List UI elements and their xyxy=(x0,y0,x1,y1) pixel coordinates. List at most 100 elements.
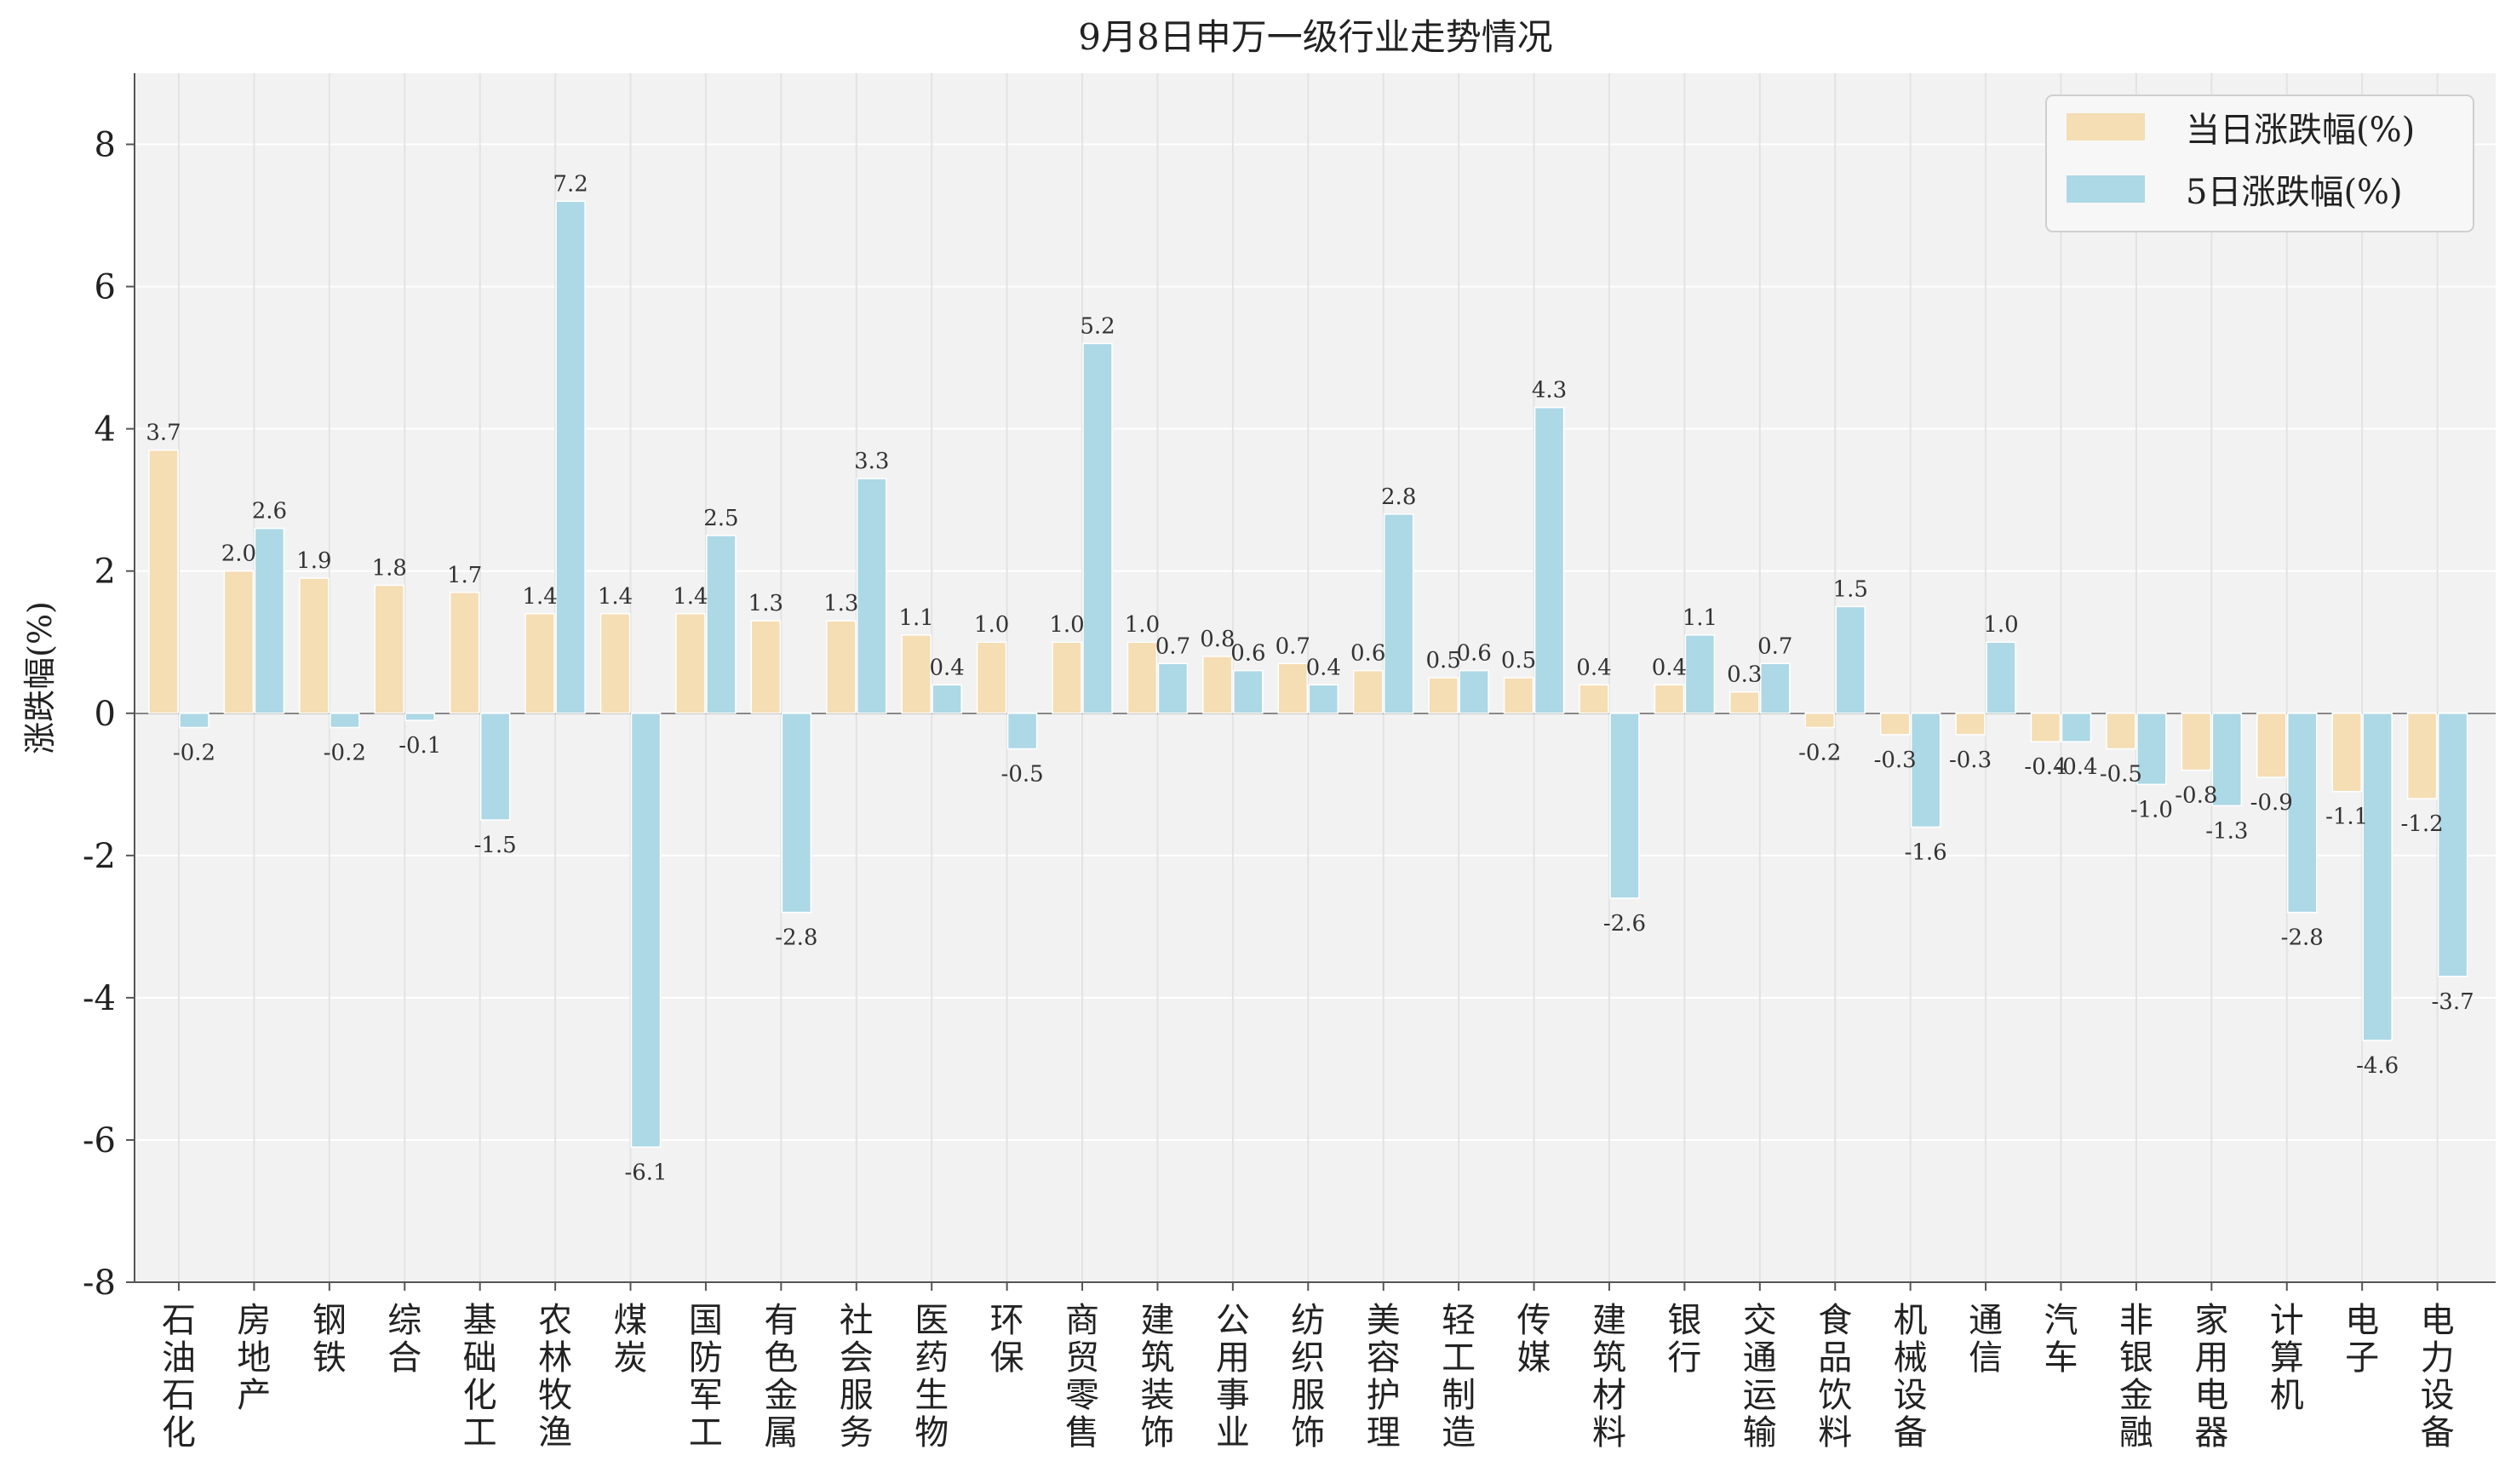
data-label-daily-18: 0.5 xyxy=(1501,648,1536,673)
data-label-5day-24: 1.0 xyxy=(1983,612,2018,638)
y-tick-label: 6 xyxy=(95,268,116,307)
bar-daily-6 xyxy=(599,613,631,714)
data-label-5day-29: -4.6 xyxy=(2356,1053,2399,1079)
bar-5day-9 xyxy=(857,478,887,714)
data-label-daily-28: -0.9 xyxy=(2250,790,2293,816)
data-label-5day-20: 1.1 xyxy=(1683,605,1717,631)
y-tick-label: 4 xyxy=(95,410,116,450)
bar-daily-27 xyxy=(2181,713,2212,771)
category-label-17: 轻工制造 xyxy=(1442,1301,1476,1452)
bar-daily-18 xyxy=(1503,677,1534,714)
data-label-daily-22: -0.2 xyxy=(1798,740,1841,765)
y-tick-label: 8 xyxy=(95,126,116,165)
y-tick-label: 2 xyxy=(95,553,116,592)
category-label-23: 机械设备 xyxy=(1894,1301,1928,1452)
category-label-28: 计算机 xyxy=(2270,1301,2304,1415)
data-label-daily-27: -0.8 xyxy=(2175,783,2217,809)
data-label-daily-16: 0.6 xyxy=(1350,641,1385,667)
bar-daily-11 xyxy=(976,641,1007,714)
bar-daily-9 xyxy=(826,620,857,714)
bar-daily-17 xyxy=(1428,677,1459,714)
bar-5day-15 xyxy=(1308,684,1339,714)
bar-5day-1 xyxy=(254,527,285,714)
legend-label-daily: 当日涨跌幅(%) xyxy=(2186,111,2415,150)
bar-daily-15 xyxy=(1277,662,1309,714)
data-label-5day-12: 5.2 xyxy=(1080,313,1115,339)
data-label-daily-11: 1.0 xyxy=(974,612,1009,638)
category-label-2: 钢铁 xyxy=(312,1301,347,1378)
bars xyxy=(148,200,2468,1149)
category-label-5: 农林牧渔 xyxy=(538,1301,572,1452)
bar-5day-12 xyxy=(1082,342,1113,714)
data-label-5day-30: -3.7 xyxy=(2432,989,2474,1015)
bar-daily-0 xyxy=(148,449,179,714)
bar-5day-5 xyxy=(555,200,586,714)
category-label-8: 有色金属 xyxy=(764,1301,798,1452)
category-label-19: 建筑材料 xyxy=(1592,1301,1626,1452)
category-label-6: 煤炭 xyxy=(614,1301,648,1378)
data-label-daily-5: 1.4 xyxy=(522,584,557,610)
category-label-24: 通信 xyxy=(1969,1301,2003,1378)
category-label-10: 医药生物 xyxy=(914,1301,949,1452)
y-axis-label: 涨跌幅(%) xyxy=(21,601,59,754)
bar-daily-10 xyxy=(901,634,932,714)
data-label-5day-8: -2.8 xyxy=(775,925,817,951)
bar-daily-3 xyxy=(374,584,405,714)
category-label-20: 银行 xyxy=(1667,1301,1701,1378)
category-label-21: 交通运输 xyxy=(1743,1301,1777,1452)
legend-swatch-daily xyxy=(2067,113,2145,140)
data-label-daily-8: 1.3 xyxy=(748,591,783,616)
data-label-daily-2: 1.9 xyxy=(296,548,331,574)
data-label-5day-13: 0.7 xyxy=(1155,633,1190,659)
bar-daily-20 xyxy=(1654,684,1685,714)
bar-5day-2 xyxy=(330,713,360,729)
data-label-5day-19: -2.6 xyxy=(1603,911,1646,937)
bar-5day-28 xyxy=(2286,713,2318,914)
data-label-daily-1: 2.0 xyxy=(221,541,256,567)
category-label-30: 电力设备 xyxy=(2421,1301,2455,1452)
data-label-5day-11: -0.5 xyxy=(1001,762,1044,788)
data-label-daily-3: 1.8 xyxy=(372,555,407,581)
bar-5day-29 xyxy=(2362,713,2393,1041)
legend-label-5day: 5日涨跌幅(%) xyxy=(2186,173,2403,212)
data-label-daily-19: 0.4 xyxy=(1576,655,1611,680)
bar-daily-21 xyxy=(1729,690,1760,714)
y-tick-label: 0 xyxy=(95,695,116,734)
data-label-5day-23: -1.6 xyxy=(1905,839,1947,865)
data-label-5day-28: -2.8 xyxy=(2281,925,2324,951)
category-label-26: 非银金融 xyxy=(2119,1301,2153,1452)
bar-daily-5 xyxy=(525,613,555,714)
bar-5day-8 xyxy=(781,713,812,914)
bar-5day-30 xyxy=(2437,713,2468,977)
bar-daily-13 xyxy=(1127,641,1158,714)
data-label-5day-15: 0.4 xyxy=(1306,655,1341,680)
bar-5day-13 xyxy=(1157,662,1189,714)
data-label-5day-10: 0.4 xyxy=(930,655,965,680)
bar-daily-14 xyxy=(1202,656,1233,714)
data-label-daily-10: 1.1 xyxy=(899,605,934,631)
data-label-daily-6: 1.4 xyxy=(598,584,633,610)
data-label-5day-22: 1.5 xyxy=(1833,576,1868,602)
data-label-5day-18: 4.3 xyxy=(1532,378,1567,404)
bar-5day-0 xyxy=(179,713,209,729)
bar-daily-8 xyxy=(750,620,782,714)
data-label-5day-26: -1.0 xyxy=(2130,797,2173,822)
bar-5day-7 xyxy=(706,535,737,714)
bar-5day-16 xyxy=(1383,513,1414,714)
data-label-5day-0: -0.2 xyxy=(173,740,215,765)
category-label-25: 汽车 xyxy=(2044,1301,2078,1378)
category-label-7: 国防军工 xyxy=(689,1301,723,1452)
data-label-daily-20: 0.4 xyxy=(1652,655,1687,680)
bar-5day-3 xyxy=(404,713,436,721)
bar-daily-28 xyxy=(2256,713,2287,778)
bar-daily-19 xyxy=(1579,684,1609,714)
category-label-16: 美容护理 xyxy=(1367,1301,1401,1452)
bar-5day-24 xyxy=(1986,641,2016,714)
bar-daily-29 xyxy=(2331,713,2362,793)
data-label-daily-13: 1.0 xyxy=(1125,612,1160,638)
data-label-daily-26: -0.5 xyxy=(2100,762,2142,788)
bar-daily-25 xyxy=(2030,713,2061,742)
data-label-daily-4: 1.7 xyxy=(447,563,482,588)
